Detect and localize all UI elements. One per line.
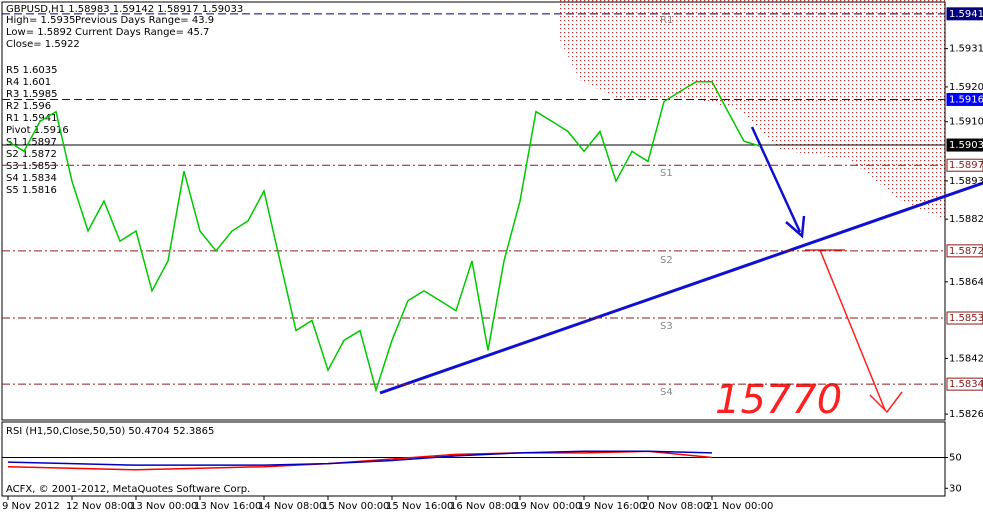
pivot-label: R2 1.596 bbox=[6, 101, 51, 112]
x-tick-label: 20 Nov 08:00 bbox=[642, 501, 709, 512]
close: Close= 1.5922 bbox=[6, 39, 80, 50]
price-line bbox=[7, 80, 761, 393]
red-arrow bbox=[805, 249, 903, 414]
price-level-label: 1.58346 bbox=[949, 379, 983, 390]
x-tick-label: 9 Nov 2012 bbox=[2, 501, 60, 512]
price-level-box bbox=[946, 311, 983, 325]
pivot-label: R4 1.601 bbox=[6, 77, 51, 88]
pivot-label: Pivot 1.5916 bbox=[6, 125, 69, 136]
price-level-label: 1.59410 bbox=[949, 9, 983, 20]
ichimoku-cloud bbox=[560, 0, 945, 220]
y-tick-label: 1.58820 bbox=[949, 214, 983, 225]
x-tick-label: 13 Nov 16:00 bbox=[194, 501, 261, 512]
x-tick-label: 21 Nov 00:00 bbox=[706, 501, 773, 512]
low: Low= 1.5892 bbox=[6, 27, 72, 38]
price-line bbox=[7, 450, 713, 466]
x-tick-label: 19 Nov 16:00 bbox=[578, 501, 645, 512]
pivot-label: S2 1.5872 bbox=[6, 149, 57, 160]
pivot-label: R3 1.5985 bbox=[6, 89, 57, 100]
y-tick-label: 1.58260 bbox=[949, 409, 983, 420]
y-tick-label: 1.59200 bbox=[949, 82, 983, 93]
x-tick-label: 12 Nov 08:00 bbox=[66, 501, 133, 512]
handwritten-target: 15770 bbox=[715, 377, 842, 423]
price-level-label: 1.58536 bbox=[949, 313, 983, 324]
y-tick-label: 1.58420 bbox=[949, 353, 983, 364]
x-tick-label: 19 Nov 00:00 bbox=[514, 501, 581, 512]
y-tick-label: 1.58930 bbox=[949, 176, 983, 187]
symbol-line: GBPUSD,H1 1.58983 1.59142 1.58917 1.5903… bbox=[6, 4, 243, 15]
price-line bbox=[7, 450, 713, 471]
main-frame bbox=[1, 1, 946, 421]
zone-label: S3 bbox=[660, 321, 673, 332]
y-tick-label: 1.58640 bbox=[949, 277, 983, 288]
footer: ACFX, © 2001-2012, MetaQuotes Software C… bbox=[6, 484, 250, 495]
rsi-tick-label: 50 bbox=[949, 452, 962, 463]
price-level-box bbox=[946, 138, 983, 152]
blue-arrow bbox=[750, 126, 806, 239]
price-level-box bbox=[946, 158, 983, 172]
pivot-label: R5 1.6035 bbox=[6, 65, 57, 76]
zone-label: S1 bbox=[660, 168, 673, 179]
zone-label: R1 bbox=[660, 15, 673, 26]
pivot-label: S5 1.5816 bbox=[6, 185, 57, 196]
prev-range: Previous Days Range= 43.9 bbox=[75, 15, 214, 26]
x-tick-label: 14 Nov 08:00 bbox=[258, 501, 325, 512]
pivot-label: S1 1.5897 bbox=[6, 137, 57, 148]
pivot-label: R1 1.5941 bbox=[6, 113, 57, 124]
trend-line bbox=[379, 181, 983, 395]
pivot-label: S3 1.5853 bbox=[6, 161, 57, 172]
y-tick-label: 1.59310 bbox=[949, 44, 983, 55]
zone-label: S2 bbox=[660, 255, 673, 266]
high: High= 1.5935 bbox=[6, 15, 76, 26]
x-tick-label: 16 Nov 08:00 bbox=[450, 501, 517, 512]
price-level-box bbox=[946, 7, 983, 21]
x-tick-label: 15 Nov 16:00 bbox=[386, 501, 453, 512]
header: GBPUSD,H1 1.58983 1.59142 1.58917 1.5903… bbox=[6, 4, 243, 50]
price-level-label: 1.58729 bbox=[949, 246, 983, 257]
price-level-box bbox=[946, 92, 983, 106]
price-level-box bbox=[946, 377, 983, 391]
y-tick-label: 1.59100 bbox=[949, 117, 983, 128]
curr-range: Current Days Range= 45.7 bbox=[75, 27, 209, 38]
x-tick-label: 13 Nov 00:00 bbox=[130, 501, 197, 512]
rsi-tick-label: 30 bbox=[949, 483, 962, 494]
rsi-title: RSI (H1,50,Close,50,50) 50.4704 52.3865 bbox=[6, 426, 214, 437]
price-level-label: 1.58975 bbox=[949, 160, 983, 171]
price-level-label: 1.59033 bbox=[949, 140, 983, 151]
zone-label: S4 bbox=[660, 387, 673, 398]
pivot-label: S4 1.5834 bbox=[6, 173, 57, 184]
rsi-frame bbox=[1, 421, 946, 497]
x-tick-label: 15 Nov 00:00 bbox=[322, 501, 389, 512]
price-level-box bbox=[946, 244, 983, 258]
price-level-label: 1.59164 bbox=[949, 94, 983, 105]
